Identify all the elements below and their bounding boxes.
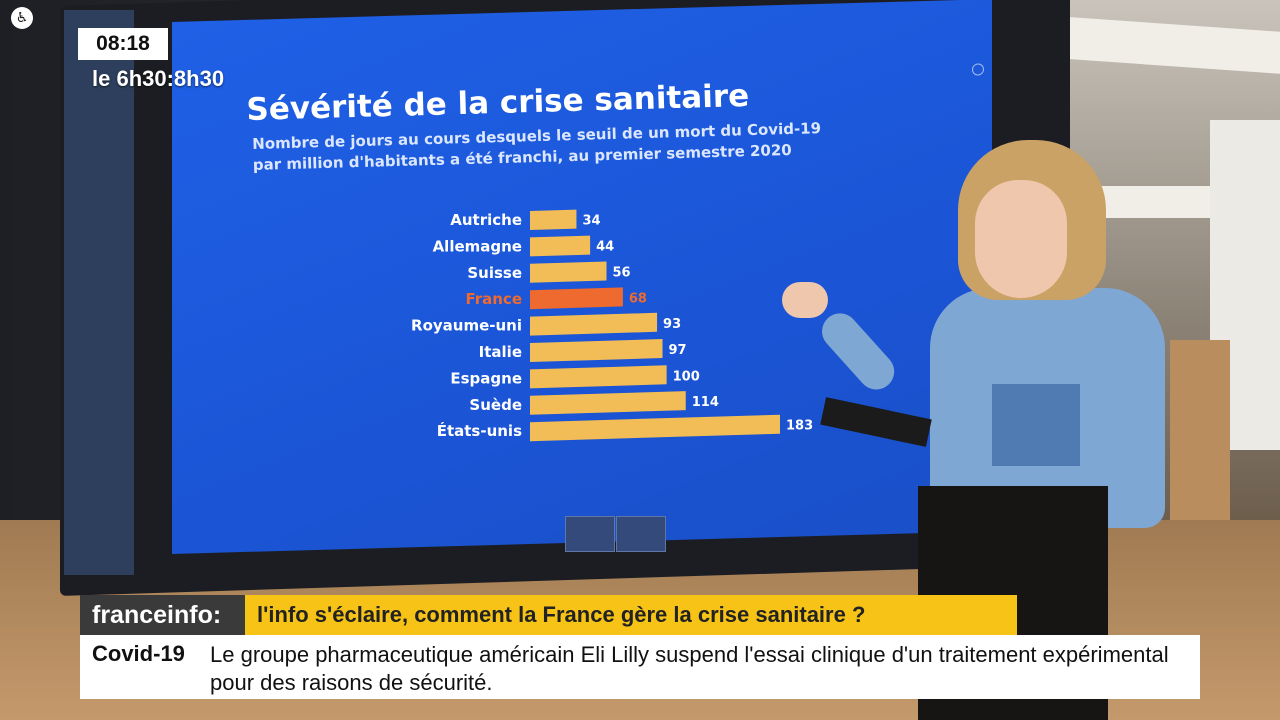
bar-royaume-uni bbox=[530, 312, 658, 336]
clock: 08:18 bbox=[78, 28, 168, 60]
category-label: Autriche bbox=[450, 211, 522, 229]
thumbnail[interactable] bbox=[616, 516, 666, 552]
category-label: Suisse bbox=[467, 264, 522, 282]
monitor-side-panel bbox=[64, 10, 134, 575]
value-label: 56 bbox=[613, 266, 631, 281]
accessibility-icon: ♿ bbox=[11, 7, 33, 29]
category-label: Suède bbox=[469, 396, 522, 414]
bar-allemagne bbox=[530, 235, 591, 257]
headline-banner: l'info s'éclaire, comment la France gère… bbox=[245, 595, 1017, 635]
channel-brand: franceinfo: bbox=[80, 595, 245, 635]
news-ticker: Covid-19 Le groupe pharmaceutique améric… bbox=[80, 635, 1200, 699]
category-label: Royaume-uni bbox=[411, 317, 522, 335]
bar-france bbox=[530, 287, 623, 310]
ticker-topic: Covid-19 bbox=[92, 641, 185, 666]
category-label: Allemagne bbox=[433, 237, 522, 255]
bar-espagne bbox=[530, 365, 667, 389]
category-label: France bbox=[465, 290, 522, 308]
value-label: 114 bbox=[692, 395, 719, 410]
category-label: Italie bbox=[479, 343, 522, 361]
shelf bbox=[1085, 186, 1215, 218]
presenter-hand bbox=[782, 282, 828, 318]
bar-suisse bbox=[530, 261, 607, 283]
presenter-face bbox=[975, 180, 1067, 298]
bar-suède bbox=[530, 391, 686, 415]
bar-italie bbox=[530, 339, 663, 362]
value-label: 97 bbox=[669, 343, 687, 358]
value-label: 68 bbox=[629, 291, 647, 306]
category-label: Espagne bbox=[450, 369, 522, 387]
category-label: États-unis bbox=[437, 421, 522, 440]
thumbnail[interactable] bbox=[565, 516, 615, 552]
value-label: 100 bbox=[673, 369, 700, 384]
wood-panel bbox=[1170, 340, 1230, 530]
show-name: le 6h30:8h30 bbox=[92, 66, 225, 91]
bar-états-unis bbox=[530, 414, 780, 442]
ticker-text: Le groupe pharmaceutique américain Eli L… bbox=[210, 642, 1169, 695]
value-label: 93 bbox=[663, 317, 681, 332]
value-label: 183 bbox=[786, 419, 813, 434]
bar-autriche bbox=[530, 209, 577, 230]
value-label: 34 bbox=[582, 214, 600, 229]
presenter-shirt-pocket bbox=[992, 384, 1080, 466]
value-label: 44 bbox=[596, 240, 614, 255]
